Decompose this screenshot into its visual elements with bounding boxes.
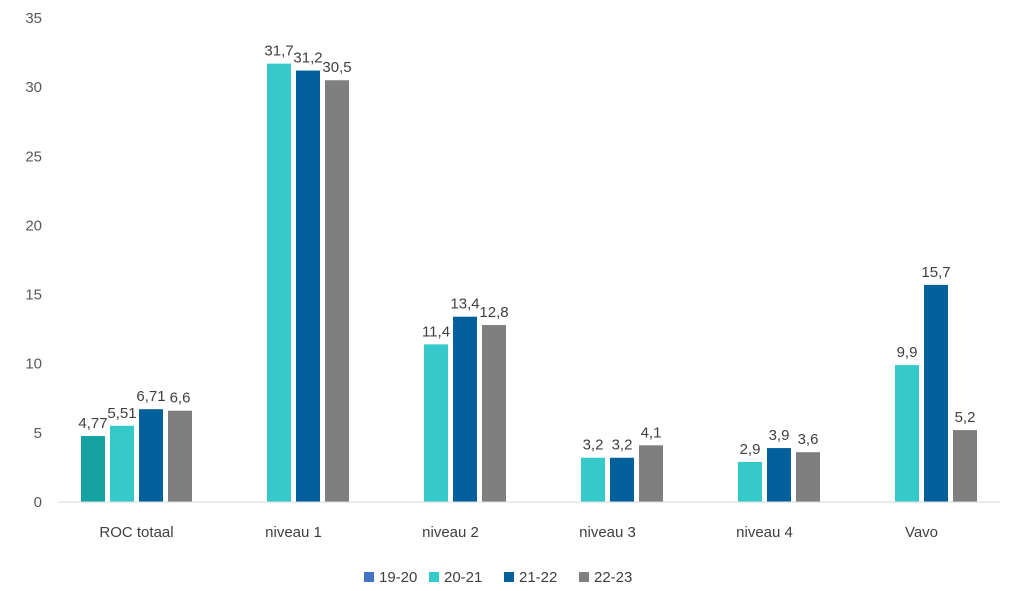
x-category-label: niveau 1 bbox=[265, 524, 322, 541]
data-label: 12,8 bbox=[479, 304, 508, 321]
legend-swatch bbox=[579, 572, 589, 582]
x-category-label: niveau 2 bbox=[422, 524, 479, 541]
bar-19-20-roc-totaal bbox=[81, 436, 105, 502]
legend-label: 21-22 bbox=[519, 569, 557, 586]
x-category-label: ROC totaal bbox=[99, 524, 173, 541]
bar-22-23-vavo bbox=[953, 430, 977, 502]
data-label: 4,77 bbox=[78, 415, 107, 432]
data-label: 6,71 bbox=[136, 388, 165, 405]
y-tick-label: 10 bbox=[25, 356, 42, 373]
bar-22-23-niveau-1 bbox=[325, 80, 349, 502]
bar-22-23-niveau-3 bbox=[639, 445, 663, 502]
data-label: 6,6 bbox=[170, 390, 191, 407]
data-label: 2,9 bbox=[740, 441, 761, 458]
legend-item-21-22: 21-22 bbox=[504, 569, 557, 586]
bar-21-22-niveau-3 bbox=[610, 457, 634, 502]
data-label: 4,1 bbox=[641, 424, 662, 441]
bar-22-23-niveau-4 bbox=[796, 452, 820, 502]
data-label: 3,9 bbox=[769, 427, 790, 444]
legend-label: 20-21 bbox=[444, 569, 482, 586]
legend: 19-20 20-21 21-22 22-23 bbox=[364, 569, 632, 586]
legend-item-22-23: 22-23 bbox=[579, 569, 632, 586]
data-label: 30,5 bbox=[322, 59, 351, 76]
legend-label: 19-20 bbox=[379, 569, 417, 586]
bar-22-23-niveau-2 bbox=[482, 324, 506, 502]
data-label: 5,2 bbox=[955, 409, 976, 426]
bar-20-21-niveau-3 bbox=[581, 457, 605, 502]
data-label: 3,6 bbox=[798, 431, 819, 448]
bar-20-21-niveau-4 bbox=[738, 461, 762, 502]
data-label: 31,2 bbox=[293, 50, 322, 67]
data-labels: 4,775,516,71 6,6 31,7 31,230,5 11,413,4 12,8 3… bbox=[78, 43, 975, 458]
y-axis: 0 5 10 15 20 25 30 35 bbox=[25, 10, 42, 511]
x-category-label: niveau 4 bbox=[736, 524, 793, 541]
data-label: 11,4 bbox=[422, 323, 450, 340]
bar-20-21-vavo bbox=[895, 365, 919, 502]
y-tick-label: 5 bbox=[34, 425, 42, 442]
legend-item-20-21: 20-21 bbox=[429, 569, 482, 586]
bar-21-22-roc-totaal bbox=[139, 409, 163, 502]
bars bbox=[81, 63, 977, 503]
data-label: 31,7 bbox=[264, 43, 293, 60]
y-tick-label: 25 bbox=[25, 148, 42, 165]
bar-22-23-roc-totaal bbox=[168, 410, 192, 502]
y-tick-label: 0 bbox=[34, 494, 42, 511]
legend-swatch bbox=[364, 572, 374, 582]
data-label: 3,2 bbox=[612, 437, 633, 454]
bar-21-22-niveau-4 bbox=[767, 448, 791, 502]
bar-20-21-niveau-2 bbox=[424, 344, 448, 502]
bar-21-22-niveau-1 bbox=[296, 70, 320, 502]
bar-20-21-niveau-1 bbox=[267, 63, 291, 503]
y-tick-label: 20 bbox=[25, 217, 42, 234]
bar-20-21-roc-totaal bbox=[110, 425, 134, 502]
x-category-label: niveau 3 bbox=[579, 524, 636, 541]
y-tick-label: 30 bbox=[25, 79, 42, 96]
data-label: 15,7 bbox=[921, 264, 950, 281]
legend-swatch bbox=[429, 572, 439, 582]
bar-21-22-vavo bbox=[924, 284, 948, 502]
legend-swatch bbox=[504, 572, 514, 582]
x-axis: ROC totaal niveau 1 niveau 2 niveau 3 niveau… bbox=[99, 524, 938, 541]
bar-21-22-niveau-2 bbox=[453, 316, 477, 502]
data-label: 3,2 bbox=[583, 437, 604, 454]
data-label: 9,9 bbox=[897, 344, 918, 361]
y-tick-label: 15 bbox=[25, 287, 42, 304]
data-label: 5,51 bbox=[107, 405, 136, 422]
y-tick-label: 35 bbox=[25, 10, 42, 27]
data-label: 13,4 bbox=[450, 296, 479, 313]
legend-item-19-20: 19-20 bbox=[364, 569, 417, 586]
x-category-label: Vavo bbox=[905, 524, 938, 541]
legend-label: 22-23 bbox=[594, 569, 632, 586]
